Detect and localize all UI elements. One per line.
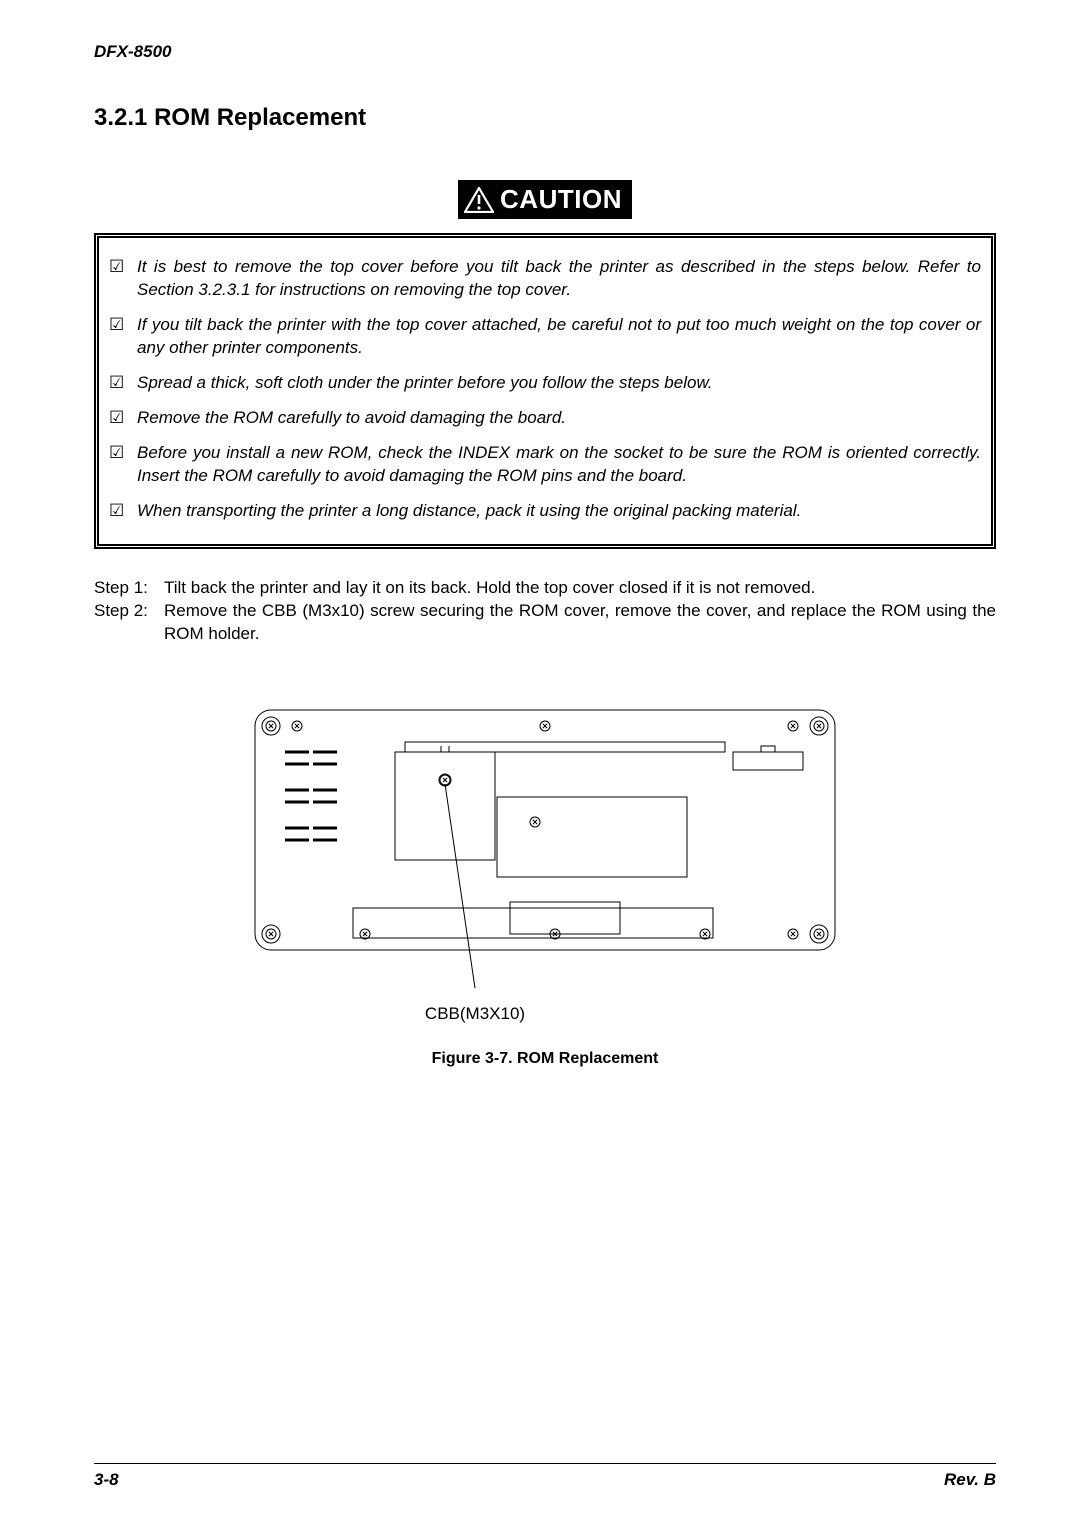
header-model: DFX-8500 [94,42,996,62]
checkbox-icon: ☑ [109,256,137,279]
caution-item: ☑ Spread a thick, soft cloth under the p… [109,372,981,395]
caution-item: ☑ When transporting the printer a long d… [109,500,981,523]
caution-badge: CAUTION [458,180,632,219]
checkbox-icon: ☑ [109,372,137,395]
caution-item: ☑ If you tilt back the printer with the … [109,314,981,360]
caution-item: ☑ Remove the ROM carefully to avoid dama… [109,407,981,430]
footer-rev: Rev. B [944,1470,996,1490]
step-row: Step 2: Remove the CBB (M3x10) screw sec… [94,600,996,646]
step-label: Step 2: [94,600,164,646]
checkbox-icon: ☑ [109,407,137,430]
checkbox-icon: ☑ [109,314,137,337]
step-label: Step 1: [94,577,164,600]
warning-triangle-icon [464,187,494,213]
checkbox-icon: ☑ [109,500,137,523]
caution-text: Spread a thick, soft cloth under the pri… [137,372,713,395]
step-row: Step 1: Tilt back the printer and lay it… [94,577,996,600]
caution-text: It is best to remove the top cover befor… [137,256,981,302]
section-heading: ROM Replacement [154,104,366,131]
step-text: Tilt back the printer and lay it on its … [164,577,996,600]
checkbox-icon: ☑ [109,442,137,465]
section-title: 3.2.1 ROM Replacement [94,104,996,132]
caution-badge-wrap: CAUTION [94,180,996,219]
page-footer: 3-8 Rev. B [94,1463,996,1490]
caution-text: If you tilt back the printer with the to… [137,314,981,360]
caution-label: CAUTION [500,184,622,215]
caution-text: Before you install a new ROM, check the … [137,442,981,488]
rom-replacement-diagram [235,702,855,992]
caution-box: ☑ It is best to remove the top cover bef… [94,233,996,549]
footer-page: 3-8 [94,1470,119,1490]
section-number: 3.2.1 [94,104,147,131]
caution-item: ☑ Before you install a new ROM, check th… [109,442,981,488]
caution-text: When transporting the printer a long dis… [137,500,801,523]
steps-list: Step 1: Tilt back the printer and lay it… [94,577,996,646]
figure-caption: Figure 3-7. ROM Replacement [94,1050,996,1068]
figure-callout: CBB(M3X10) [425,1004,525,1024]
caution-item: ☑ It is best to remove the top cover bef… [109,256,981,302]
caution-text: Remove the ROM carefully to avoid damagi… [137,407,566,430]
step-text: Remove the CBB (M3x10) screw securing th… [164,600,996,646]
figure: CBB(M3X10) Figure 3-7. ROM Replacement [94,702,996,1068]
